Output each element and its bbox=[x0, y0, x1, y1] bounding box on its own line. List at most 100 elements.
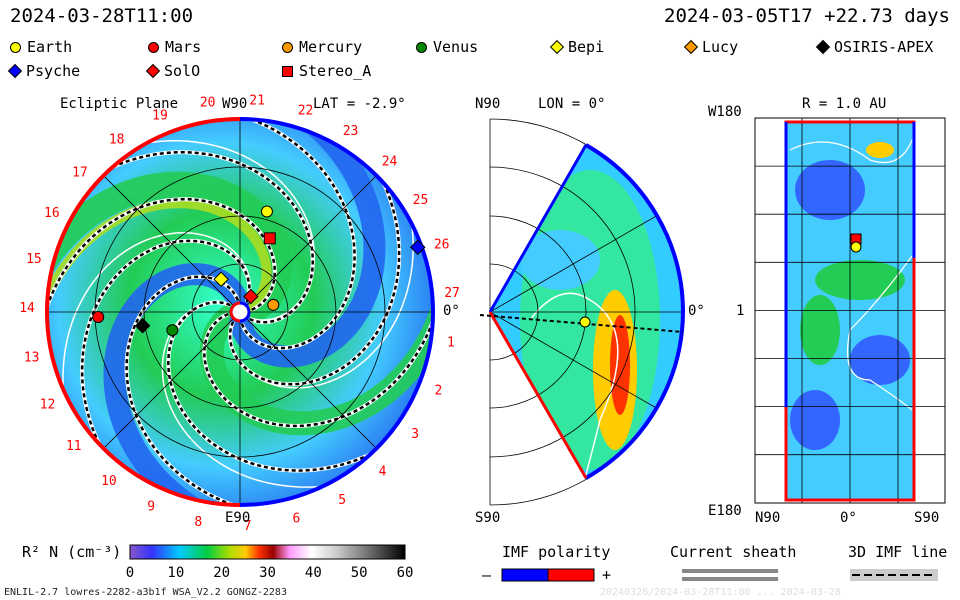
legend-label: Psyche bbox=[26, 62, 81, 80]
imf-line bbox=[167, 301, 403, 472]
density-band bbox=[229, 119, 386, 368]
colorbar-tick-label: 50 bbox=[351, 565, 368, 581]
meridional-lon-label: LON = 0° bbox=[538, 96, 606, 112]
carrington-number: 5 bbox=[338, 493, 346, 508]
carrington-number: 17 bbox=[72, 165, 88, 180]
colorbar-ticks: 0 10 20 30 40 50 60 bbox=[126, 565, 414, 581]
legend-label: Mercury bbox=[299, 38, 363, 56]
radial-bottom-left: E180 bbox=[708, 503, 742, 519]
legend-label: Mars bbox=[165, 38, 202, 56]
imf-polarity-label: IMF polarity bbox=[502, 543, 611, 561]
ecliptic-venus-marker bbox=[166, 324, 179, 337]
colorbar-tick-label: 40 bbox=[305, 565, 322, 581]
density-band bbox=[199, 281, 433, 436]
legend-item-lucy: Lucy bbox=[683, 38, 739, 56]
current-sheath-label: Current sheath bbox=[670, 543, 797, 561]
carrington-number: 26 bbox=[434, 238, 450, 253]
legend-item-psyche: Psyche bbox=[7, 62, 81, 80]
carrington-number: 7 bbox=[244, 519, 252, 534]
legend-label: SolO bbox=[164, 62, 201, 80]
carrington-number: 16 bbox=[44, 206, 60, 221]
legend-item-solo: SolO bbox=[145, 62, 201, 80]
legend-item-venus: Venus bbox=[416, 38, 478, 56]
carrington-number: 25 bbox=[413, 193, 429, 208]
legend-label: Stereo_A bbox=[299, 62, 372, 80]
carrington-number: 20 bbox=[200, 95, 216, 110]
legend-label: OSIRIS-APEX bbox=[834, 38, 934, 56]
meridional-top-label: N90 bbox=[475, 96, 501, 112]
model-info: ENLIL-2.7 lowres-2282-a3b1f WSA_V2.2 GON… bbox=[4, 587, 287, 598]
imf-line-label: 3D IMF line bbox=[848, 543, 948, 561]
current-time: 2024-03-28T11:00 bbox=[10, 5, 194, 27]
carrington-number: 2 bbox=[434, 383, 442, 398]
carrington-number: 22 bbox=[298, 103, 314, 118]
imf-line bbox=[203, 285, 433, 428]
carrington-number: 8 bbox=[194, 515, 202, 530]
ecliptic-title: Ecliptic Plane bbox=[60, 96, 179, 112]
sector-boundary-line bbox=[62, 232, 251, 423]
carrington-number: 23 bbox=[343, 124, 359, 139]
carrington-number: 4 bbox=[379, 464, 387, 479]
ecliptic-earth-marker bbox=[260, 205, 273, 218]
imf-plus: + bbox=[602, 566, 612, 584]
ecliptic-mercury-marker bbox=[267, 298, 280, 311]
colorbar-tick-label: 0 bbox=[126, 565, 134, 581]
radial-top-left: W180 bbox=[708, 104, 742, 120]
ecliptic-outer-boundary-outward bbox=[239, 117, 435, 507]
imf-line bbox=[125, 275, 269, 505]
carrington-number: 27 bbox=[444, 286, 460, 301]
legend-label: Venus bbox=[433, 38, 479, 56]
ecliptic-mars-marker bbox=[92, 310, 105, 323]
radial-r-label: R = 1.0 AU bbox=[802, 96, 887, 112]
carrington-number: 12 bbox=[40, 397, 56, 412]
carrington-number: 9 bbox=[147, 500, 155, 515]
radial-x-label-0: 0° bbox=[840, 510, 857, 526]
circle-marker-icon bbox=[282, 41, 293, 53]
legend-label: Earth bbox=[27, 38, 73, 56]
circle-marker-icon bbox=[148, 41, 159, 53]
ecliptic-top-label: W90 bbox=[222, 96, 248, 112]
ecliptic-right-label: 0° bbox=[443, 303, 460, 319]
colorbar-tick-label: 20 bbox=[213, 565, 230, 581]
radial-mid-left: 1 bbox=[736, 303, 745, 319]
colorbar-tick-label: 30 bbox=[259, 565, 276, 581]
density-band bbox=[47, 171, 293, 324]
meridional-earth-marker bbox=[579, 316, 591, 328]
radial-x-label-n90: N90 bbox=[755, 510, 781, 526]
sector-boundary-line bbox=[114, 140, 316, 321]
ecliptic-bottom-label: E90 bbox=[225, 510, 251, 526]
ecliptic-lat-label: LAT = -2.9° bbox=[313, 96, 406, 112]
legend-item-mars: Mars bbox=[148, 38, 201, 56]
legend-label: Lucy bbox=[702, 38, 739, 56]
circle-marker-icon bbox=[416, 41, 427, 53]
imf-line bbox=[47, 197, 277, 343]
run-info: 20240326/2024-03-28T11:00 ... 2024-03-28 bbox=[600, 587, 841, 598]
square-marker-icon bbox=[282, 65, 293, 77]
carrington-number: 11 bbox=[66, 439, 82, 454]
imf-line bbox=[80, 239, 251, 477]
carrington-number: 15 bbox=[26, 252, 42, 267]
carrington-number: 1 bbox=[447, 336, 455, 351]
legend-item-stereo_a: Stereo_A bbox=[282, 62, 371, 80]
ecliptic-spiral-features bbox=[47, 119, 433, 505]
imf-line bbox=[80, 150, 315, 324]
imf-line bbox=[228, 150, 401, 386]
carrington-number: 10 bbox=[101, 474, 117, 489]
meridional-panel bbox=[479, 118, 685, 506]
ecliptic-bepi-marker bbox=[213, 271, 229, 288]
ecliptic-solo-marker bbox=[243, 288, 259, 305]
carrington-number: 18 bbox=[109, 132, 125, 147]
carrington-number: 24 bbox=[382, 154, 398, 169]
meridional-bottom-label: S90 bbox=[475, 510, 501, 526]
legend-item-earth: Earth bbox=[10, 38, 72, 56]
ecliptic-bodies bbox=[92, 205, 426, 337]
radial-panel bbox=[754, 117, 946, 504]
ecliptic-outer-boundary-inward bbox=[45, 117, 241, 507]
carrington-number: 21 bbox=[249, 94, 265, 109]
carrington-number: 3 bbox=[411, 427, 419, 442]
ecliptic-stereo_a-marker bbox=[263, 232, 276, 245]
imf-minus: – bbox=[482, 566, 492, 584]
